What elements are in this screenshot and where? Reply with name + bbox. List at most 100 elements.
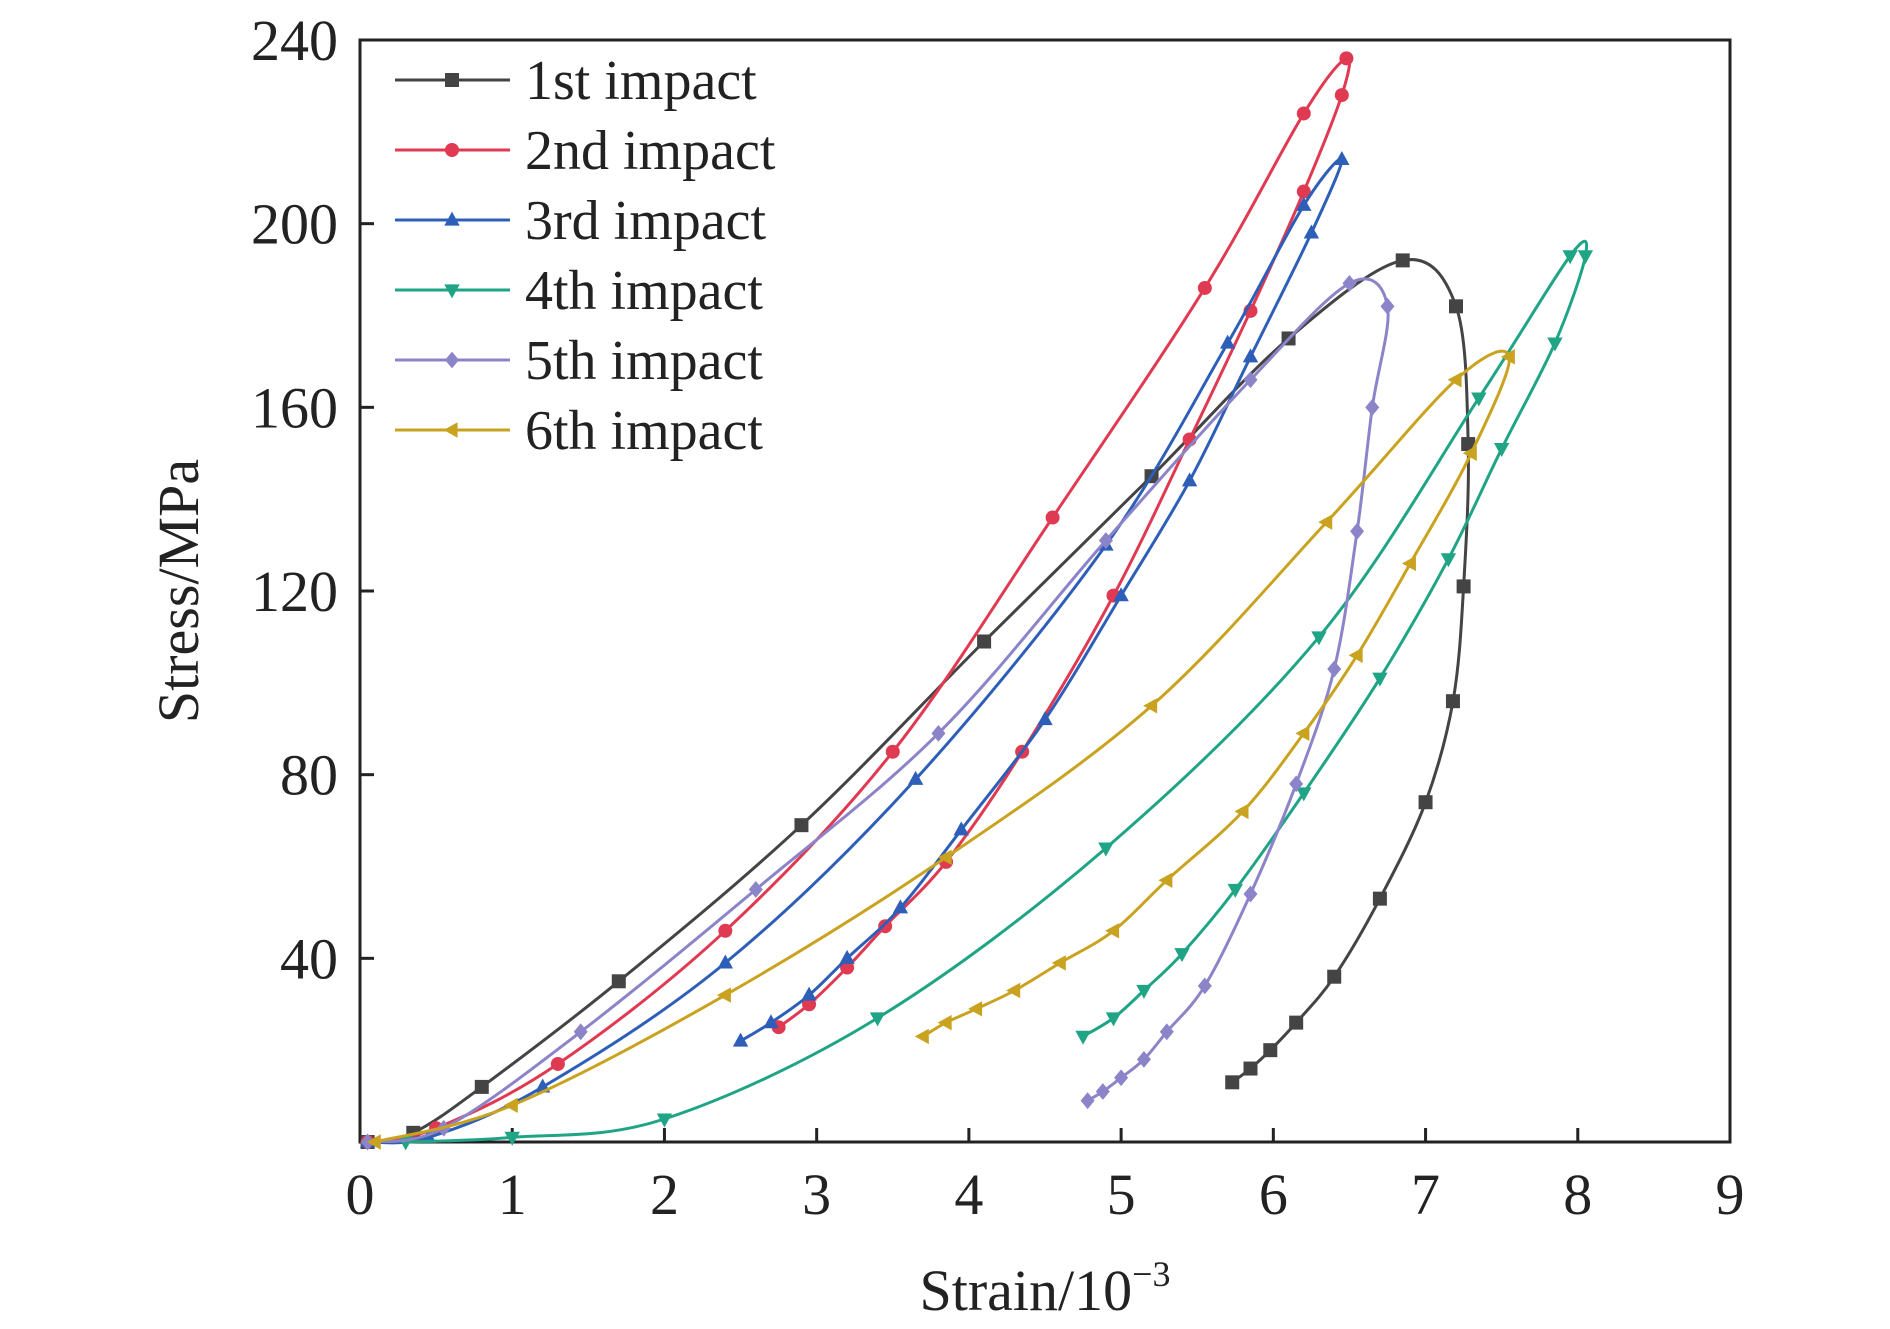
marker-diamond	[748, 881, 763, 898]
marker-triangle-up	[1037, 711, 1053, 726]
y-tick-label: 80	[280, 743, 338, 808]
marker-square	[1395, 253, 1410, 268]
x-tick-label: 2	[650, 1162, 679, 1227]
series-3	[359, 150, 1350, 1148]
legend-label: 6th impact	[525, 400, 763, 462]
marker-triangle-left	[1348, 647, 1363, 663]
marker-diamond	[1365, 398, 1380, 416]
marker-triangle-up	[1303, 224, 1320, 239]
marker-diamond	[1136, 1050, 1151, 1068]
marker-diamond	[1327, 660, 1342, 678]
legend-label: 4th impact	[525, 260, 763, 322]
marker-diamond	[1342, 274, 1357, 292]
marker-triangle-up	[892, 899, 909, 914]
marker-diamond	[1197, 977, 1212, 995]
x-tick-label: 4	[954, 1162, 983, 1227]
legend-item: 1st impact	[395, 50, 757, 112]
marker-triangle-left	[1143, 698, 1158, 714]
x-tick-label: 5	[1107, 1162, 1136, 1227]
marker-square	[1449, 299, 1463, 314]
marker-triangle-left	[937, 849, 952, 866]
marker-triangle-down	[1311, 631, 1327, 646]
marker-triangle-up	[1219, 334, 1236, 349]
marker-triangle-down	[656, 1113, 673, 1128]
x-tick-label: 9	[1716, 1162, 1745, 1227]
marker-triangle-down	[504, 1131, 520, 1146]
marker-square	[1456, 579, 1471, 594]
marker-circle	[550, 1056, 565, 1071]
marker-triangle-down	[1136, 984, 1152, 999]
legend-item: 6th impact	[395, 400, 763, 462]
marker-triangle-left	[914, 1028, 929, 1045]
series-line	[367, 157, 1344, 1145]
marker-square	[1263, 1043, 1278, 1058]
marker-triangle-left	[1105, 923, 1120, 939]
legend-item: 5th impact	[395, 330, 763, 392]
marker-triangle-down	[1493, 443, 1510, 458]
marker-triangle-up	[717, 954, 734, 969]
marker-triangle-up	[907, 770, 924, 785]
marker-diamond	[1159, 1023, 1174, 1041]
marker-circle	[1045, 510, 1060, 525]
marker-triangle-left	[968, 1001, 983, 1017]
legend-label: 1st impact	[525, 50, 757, 112]
x-axis-title-superscript: −3	[1132, 1254, 1170, 1294]
marker-triangle-down	[1440, 553, 1457, 568]
marker-diamond	[931, 724, 946, 742]
legend-label: 3rd impact	[525, 190, 766, 252]
series-4	[397, 239, 1594, 1151]
marker-triangle-down	[1227, 883, 1243, 898]
y-tick-label: 240	[251, 8, 338, 73]
marker-square	[1243, 1061, 1258, 1076]
marker-triangle-left	[1158, 872, 1173, 888]
marker-diamond	[1289, 775, 1304, 793]
marker-triangle-left	[1051, 955, 1066, 971]
x-tick-label: 6	[1259, 1162, 1288, 1227]
y-tick-label: 160	[251, 375, 338, 440]
marker-circle	[1197, 280, 1212, 295]
marker-triangle-left	[503, 1097, 518, 1113]
legend-item: 2nd impact	[395, 120, 776, 182]
marker-triangle-down	[1562, 250, 1578, 265]
series-5	[360, 274, 1395, 1151]
marker-triangle-down	[1075, 1030, 1091, 1045]
marker-circle	[802, 997, 817, 1012]
legend-label: 2nd impact	[525, 120, 776, 182]
marker-diamond	[1350, 522, 1365, 540]
marker-triangle-left	[1295, 725, 1310, 742]
marker-triangle-left	[366, 1134, 381, 1150]
x-tick-label: 0	[346, 1162, 375, 1227]
y-tick-label: 200	[251, 192, 338, 257]
marker-triangle-down	[1098, 842, 1114, 857]
y-axis-title: Stress/MPa	[146, 459, 211, 723]
marker-triangle-down	[869, 1012, 886, 1027]
marker-circle	[445, 143, 459, 157]
marker-circle	[1339, 51, 1354, 66]
marker-square	[445, 73, 459, 87]
marker-circle	[718, 923, 733, 938]
marker-triangle-left	[1318, 514, 1333, 530]
marker-square	[977, 634, 992, 649]
marker-circle	[885, 744, 900, 759]
marker-square	[1289, 1015, 1304, 1030]
marker-square	[1327, 969, 1342, 984]
marker-triangle-left	[443, 422, 458, 438]
x-tick-label: 3	[802, 1162, 831, 1227]
x-axis-title-text: Strain/10	[920, 1258, 1133, 1323]
marker-triangle-up	[1113, 587, 1129, 602]
marker-triangle-down	[1105, 1012, 1122, 1027]
marker-triangle-up	[801, 986, 817, 1001]
marker-square	[1445, 694, 1460, 709]
legend-item: 3rd impact	[395, 190, 766, 252]
marker-diamond	[1380, 297, 1395, 315]
marker-square	[1225, 1075, 1240, 1090]
series-line	[367, 277, 1390, 1144]
marker-square	[1418, 795, 1433, 810]
series-line	[367, 56, 1352, 1144]
marker-triangle-left	[1500, 349, 1515, 365]
y-tick-label: 120	[251, 559, 338, 624]
marker-triangle-left	[716, 987, 731, 1003]
marker-square	[794, 818, 809, 833]
marker-diamond	[1098, 532, 1113, 549]
marker-diamond	[1095, 1083, 1110, 1100]
